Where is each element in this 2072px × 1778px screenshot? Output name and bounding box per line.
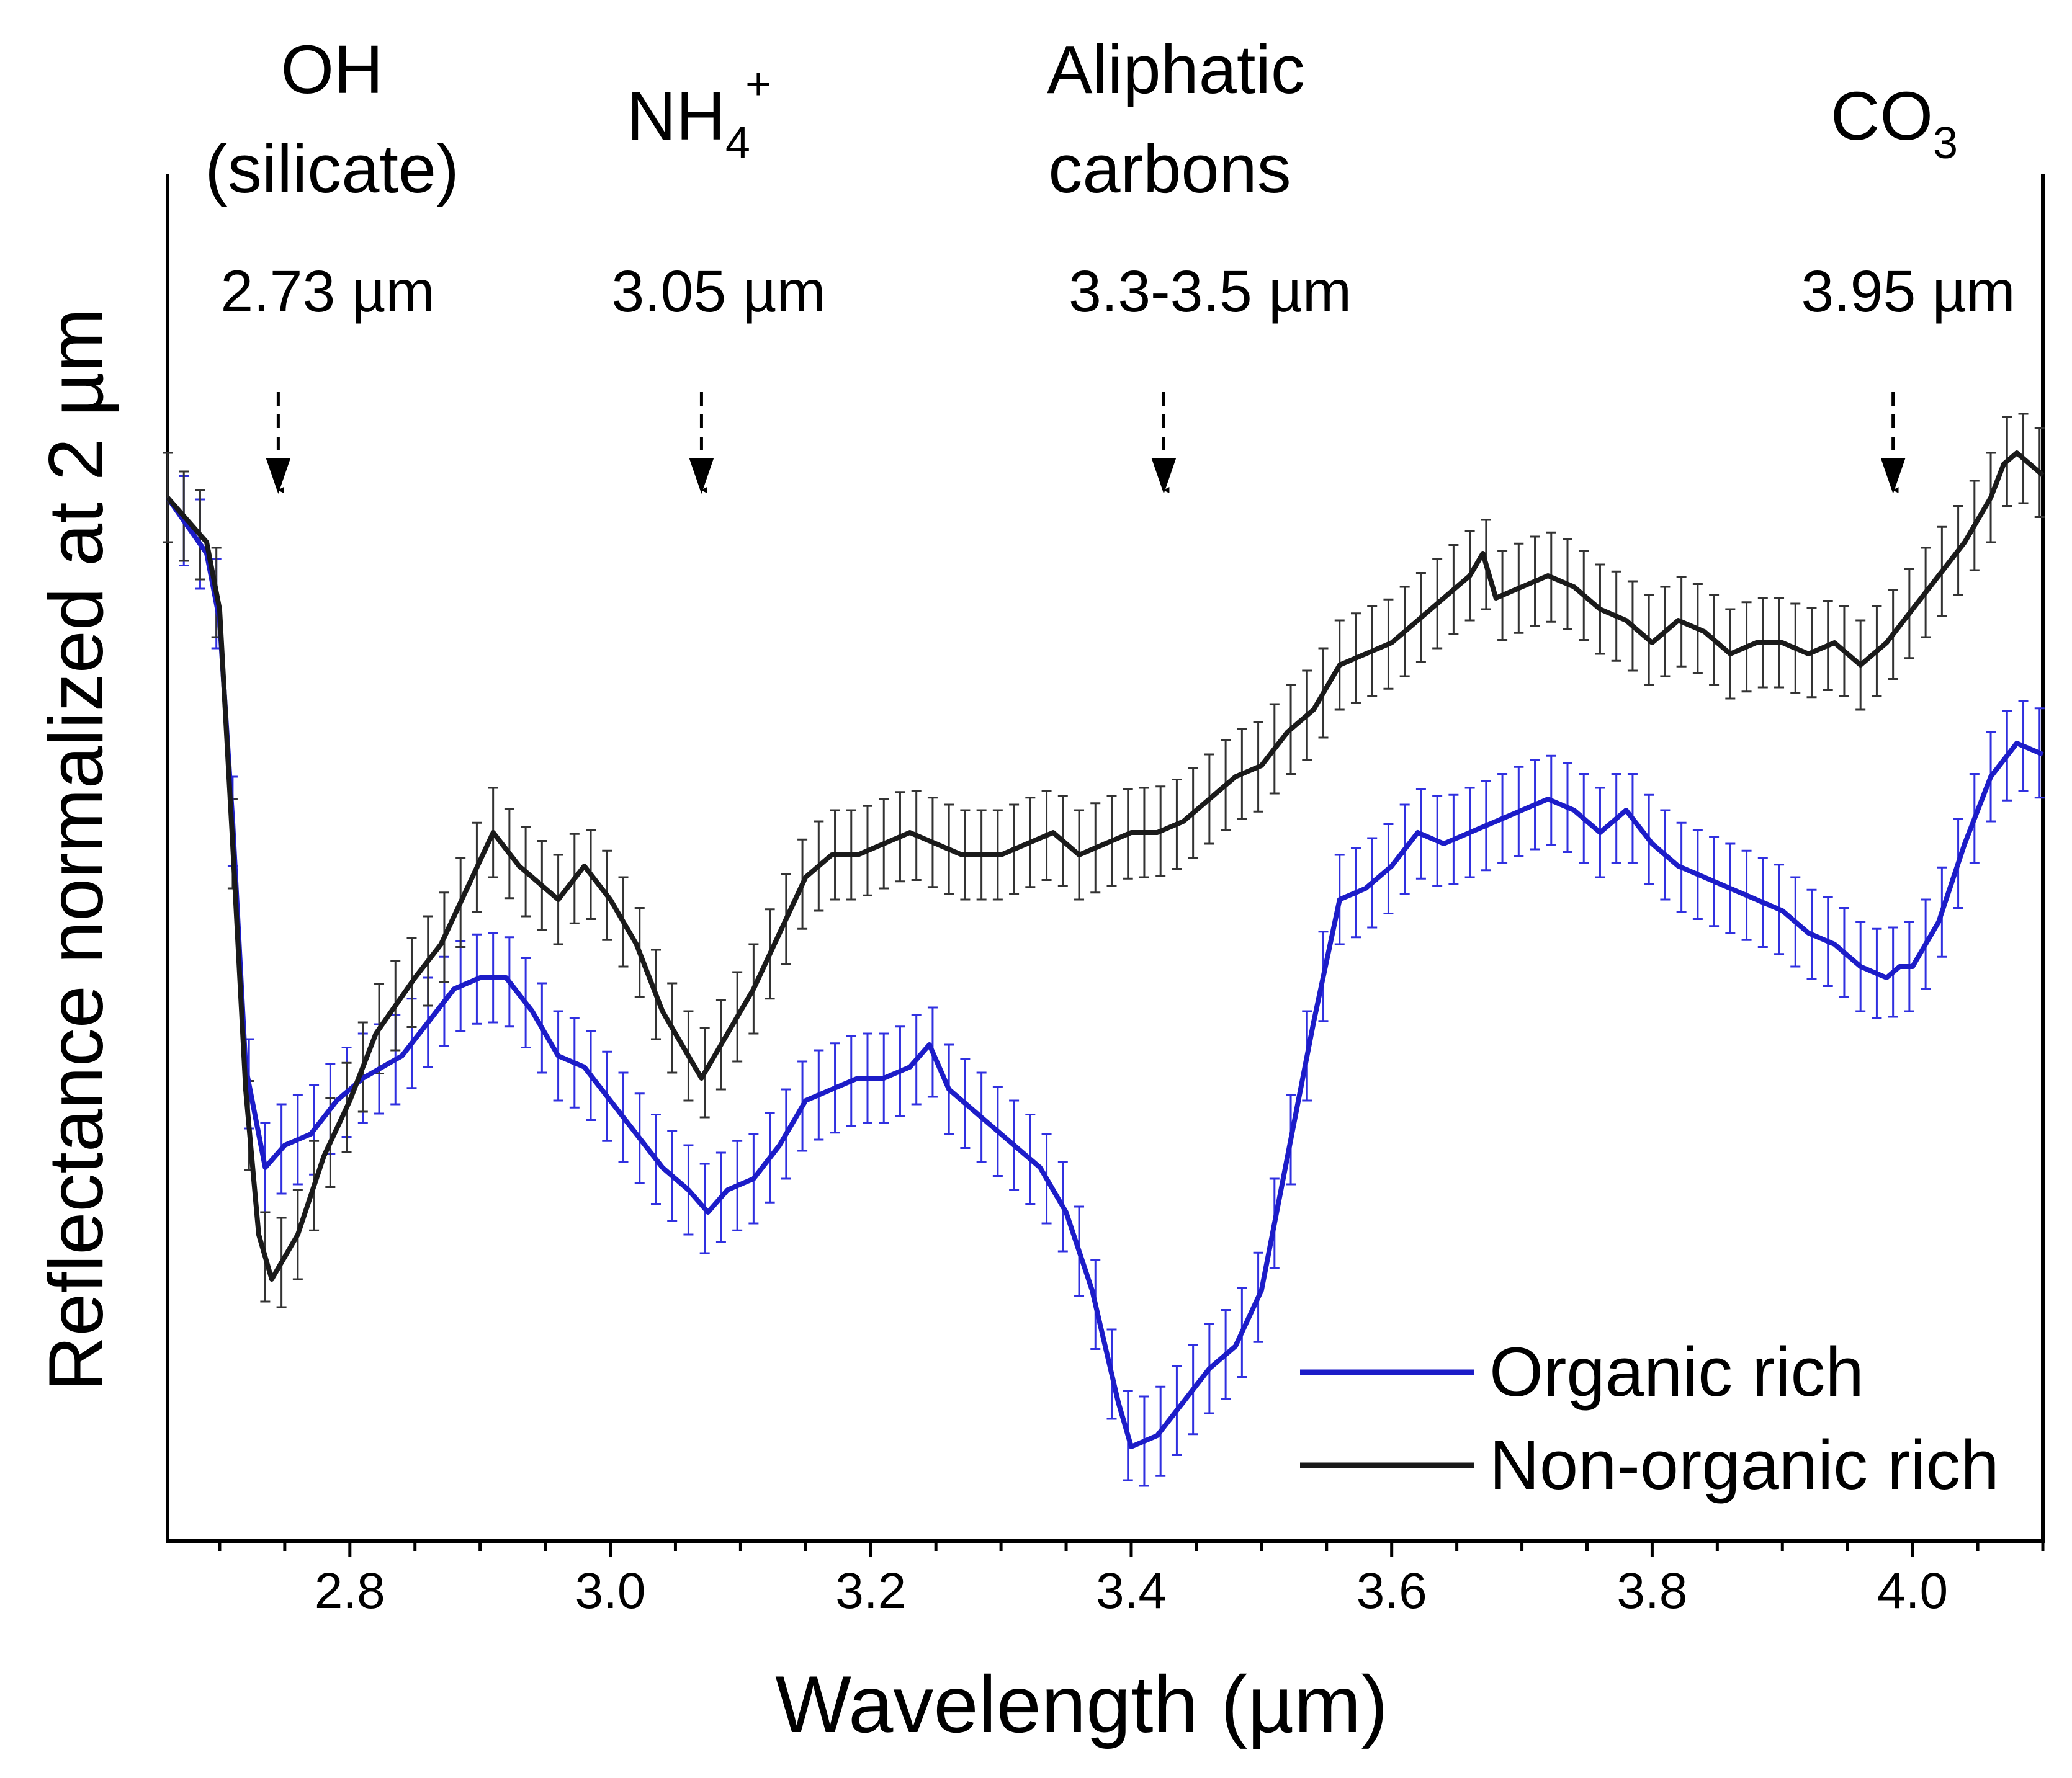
annotation-co3: CO3	[1831, 78, 1958, 168]
x-tick-labels: 2.8 3.0 3.2 3.4 3.6 3.8 4.0	[315, 1563, 1948, 1619]
x-tick-marks	[218, 1541, 2045, 1557]
legend-label-non-organic-rich: Non-organic rich	[1489, 1426, 1999, 1504]
annotation-nh4-subscript: 4	[725, 118, 750, 168]
annotation-arrowhead	[1880, 458, 1906, 494]
legend-label-organic-rich: Organic rich	[1489, 1333, 1864, 1411]
annotation-nh4: NH4 +	[627, 60, 771, 168]
annotation-oh-line1: OH	[281, 32, 383, 108]
annotation-aliphatic-line1: Aliphatic	[1047, 32, 1305, 108]
annotation-arrowhead	[689, 458, 714, 494]
annotation-arrowhead	[266, 458, 291, 494]
annotation-aliphatic-wavelength: 3.3-3.5 µm	[1069, 259, 1352, 324]
y-axis-label: Reflectance normalized at 2 µm	[34, 308, 119, 1392]
x-tick-label: 3.2	[835, 1563, 906, 1619]
legend: Organic rich Non-organic rich	[1300, 1333, 1999, 1504]
annotation-nh4-superscript: +	[745, 60, 771, 109]
x-tick-label: 3.0	[575, 1563, 646, 1619]
x-tick-label: 4.0	[1877, 1563, 1948, 1619]
annotation-co3-base: CO	[1831, 78, 1933, 154]
annotation-oh-wavelength: 2.73 µm	[220, 259, 434, 324]
annotation-arrows	[266, 392, 1906, 494]
annotation-aliphatic-line2: carbons	[1048, 131, 1291, 207]
x-tick-label: 3.8	[1617, 1563, 1687, 1619]
x-tick-label: 2.8	[315, 1563, 385, 1619]
annotation-co3-subscript: 3	[1933, 118, 1958, 168]
annotation-oh-line2: (silicate)	[205, 131, 459, 207]
x-tick-label: 3.4	[1096, 1563, 1167, 1619]
x-tick-label: 3.6	[1357, 1563, 1427, 1619]
error-bars	[163, 413, 2045, 1487]
series-line-non-organic-rich	[165, 450, 2045, 1282]
annotation-arrowhead	[1151, 458, 1177, 494]
series-line-organic-rich	[165, 496, 2044, 1449]
series-lines	[165, 450, 2045, 1449]
annotation-nh4-base: NH	[627, 78, 725, 154]
annotation-co3-wavelength: 3.95 µm	[1801, 259, 2015, 324]
annotation-nh4-wavelength: 3.05 µm	[611, 259, 825, 324]
x-axis-label: Wavelength (µm)	[775, 1659, 1388, 1749]
